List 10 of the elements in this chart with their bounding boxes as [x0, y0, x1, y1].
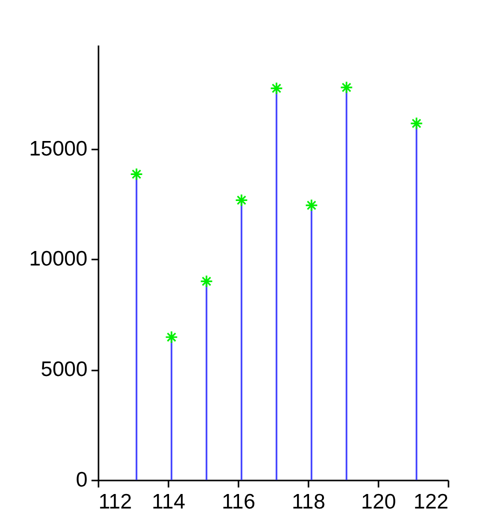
x-tick-label: 122 [413, 490, 448, 514]
x-tick-label: 118 [292, 490, 326, 514]
x-tick-label: 116 [222, 490, 256, 514]
y-tick-label: 15000 [29, 137, 88, 160]
x-tick-label: 120 [360, 490, 396, 514]
x-tick-label: 114 [152, 490, 186, 514]
y-tick-label: 5000 [40, 358, 88, 382]
x-tick-label: 112 [98, 490, 132, 514]
y-tick-label: 10000 [29, 248, 88, 271]
y-tick-label: 0 [76, 468, 88, 492]
